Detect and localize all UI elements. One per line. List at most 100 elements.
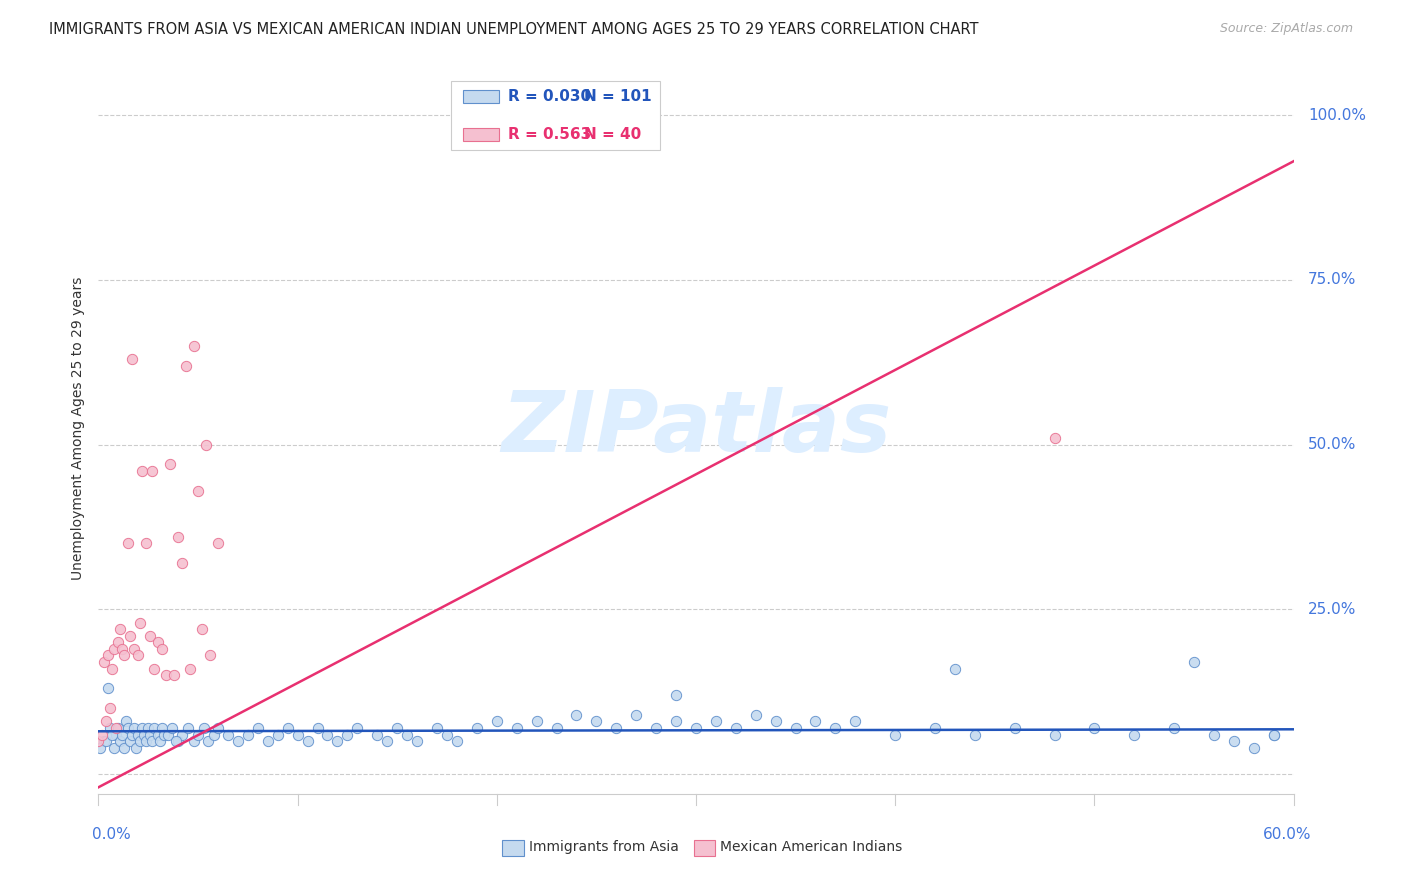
- Point: [724, 721, 747, 735]
- Point: [153, 728, 176, 742]
- Point: [159, 458, 181, 472]
- Point: [96, 714, 118, 729]
- Point: [1123, 728, 1146, 742]
- Point: [197, 734, 219, 748]
- Point: [195, 437, 218, 451]
- Point: [1004, 721, 1026, 735]
- Point: [177, 721, 200, 735]
- Bar: [502, 840, 524, 856]
- Point: [121, 728, 143, 742]
- Point: [105, 728, 128, 742]
- Point: [183, 734, 205, 748]
- Point: [93, 734, 115, 748]
- Point: [89, 740, 111, 755]
- Point: [117, 721, 139, 735]
- Text: N = 40: N = 40: [583, 128, 641, 143]
- Point: [117, 536, 139, 550]
- Point: [167, 734, 190, 748]
- Point: [129, 734, 152, 748]
- Point: [465, 721, 488, 735]
- Point: [101, 662, 124, 676]
- Point: [626, 707, 648, 722]
- Point: [110, 622, 132, 636]
- Point: [924, 721, 946, 735]
- Point: [256, 734, 278, 748]
- Point: [267, 728, 290, 742]
- Point: [150, 721, 173, 735]
- Point: [1223, 734, 1246, 748]
- Point: [105, 721, 128, 735]
- Point: [207, 536, 229, 550]
- Text: ZIPatlas: ZIPatlas: [501, 386, 891, 470]
- Point: [277, 721, 299, 735]
- Point: [326, 734, 349, 748]
- Point: [207, 721, 229, 735]
- Point: [111, 641, 134, 656]
- Point: [1043, 431, 1066, 445]
- Point: [217, 728, 239, 742]
- Point: [110, 734, 132, 748]
- Text: IMMIGRANTS FROM ASIA VS MEXICAN AMERICAN INDIAN UNEMPLOYMENT AMONG AGES 25 TO 29: IMMIGRANTS FROM ASIA VS MEXICAN AMERICAN…: [49, 22, 979, 37]
- Point: [346, 721, 368, 735]
- Point: [135, 536, 157, 550]
- Point: [139, 629, 162, 643]
- Point: [316, 728, 339, 742]
- Point: [107, 635, 129, 649]
- Point: [172, 728, 194, 742]
- Point: [765, 714, 787, 729]
- Text: 75.0%: 75.0%: [1308, 272, 1357, 287]
- Point: [143, 721, 166, 735]
- Point: [426, 721, 449, 735]
- Point: [884, 728, 907, 742]
- Point: [297, 734, 319, 748]
- Point: [506, 721, 529, 735]
- Point: [546, 721, 568, 735]
- Y-axis label: Unemployment Among Ages 25 to 29 years: Unemployment Among Ages 25 to 29 years: [70, 277, 84, 580]
- Point: [179, 662, 201, 676]
- Point: [1182, 655, 1205, 669]
- Point: [165, 734, 187, 748]
- Bar: [463, 89, 499, 103]
- Point: [111, 728, 134, 742]
- Point: [1043, 728, 1066, 742]
- Point: [187, 728, 209, 742]
- Point: [187, 483, 209, 498]
- Point: [1243, 740, 1265, 755]
- Point: [202, 728, 225, 742]
- Point: [103, 641, 125, 656]
- Point: [97, 681, 120, 696]
- Point: [246, 721, 269, 735]
- Point: [157, 728, 180, 742]
- Point: [943, 662, 966, 676]
- Point: [120, 629, 142, 643]
- Point: [287, 728, 309, 742]
- Point: [375, 734, 398, 748]
- Point: [585, 714, 607, 729]
- Point: [704, 714, 727, 729]
- Point: [446, 734, 468, 748]
- Text: Immigrants from Asia: Immigrants from Asia: [529, 840, 679, 855]
- Point: [136, 721, 159, 735]
- Point: [112, 740, 135, 755]
- Point: [124, 721, 146, 735]
- Point: [193, 721, 215, 735]
- Point: [526, 714, 548, 729]
- Point: [198, 648, 221, 663]
- Point: [565, 707, 588, 722]
- Point: [396, 728, 419, 742]
- Point: [436, 728, 458, 742]
- Point: [406, 734, 429, 748]
- Point: [115, 714, 138, 729]
- Point: [131, 721, 153, 735]
- Point: [385, 721, 409, 735]
- Point: [124, 641, 146, 656]
- Point: [141, 734, 163, 748]
- Point: [91, 728, 114, 742]
- Point: [665, 688, 688, 702]
- Point: [167, 530, 190, 544]
- Point: [685, 721, 707, 735]
- Point: [87, 734, 110, 748]
- Point: [135, 734, 157, 748]
- Point: [150, 641, 173, 656]
- Point: [336, 728, 359, 742]
